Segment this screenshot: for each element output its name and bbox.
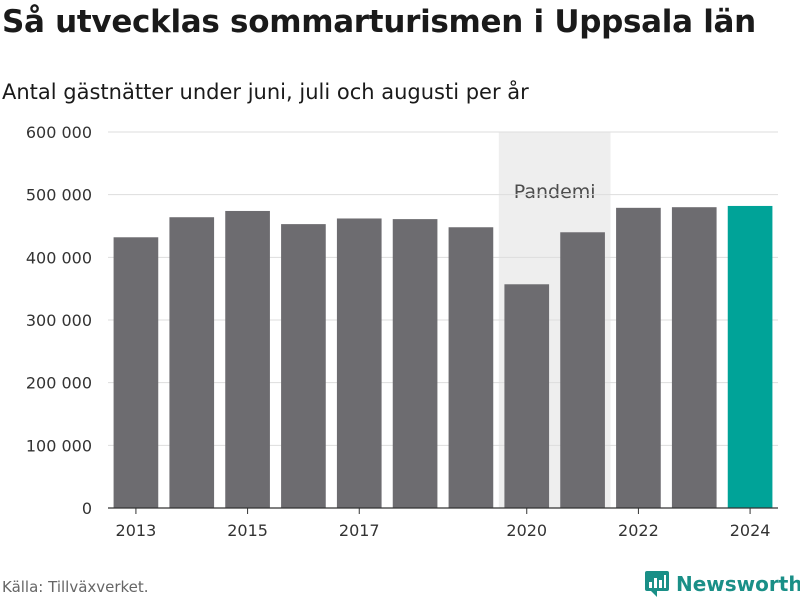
y-tick-label: 600 000: [26, 123, 92, 142]
newsworthy-logo-icon: [645, 571, 669, 597]
bar-2023: [671, 207, 717, 508]
axes: 0 100 000 200 000 300 000 400 000 500 000 600 …: [26, 123, 778, 540]
bar-2015: [225, 210, 270, 508]
x-tick-label: 2013: [116, 521, 157, 540]
y-tick-label: 500 000: [26, 186, 92, 205]
y-tick-label: 0: [82, 499, 92, 518]
gridlines: [108, 131, 778, 446]
source-note: Källa: Tillväxverket.: [2, 578, 149, 596]
x-tick-label: 2022: [618, 521, 659, 540]
bar-2024: [727, 205, 773, 509]
pandemic-label: Pandemi: [514, 181, 596, 203]
bar-2014: [169, 217, 215, 508]
brand-name: Newsworthy: [676, 572, 800, 596]
bar-2019: [448, 227, 494, 508]
x-tick-label: 2017: [339, 521, 380, 540]
x-tick-label: 2020: [506, 521, 547, 540]
bars: [113, 205, 773, 509]
bar-2018: [392, 219, 438, 508]
bar-2022: [616, 207, 661, 508]
bar-2016: [281, 224, 326, 508]
bar-2017: [336, 218, 382, 509]
bar-2021: [560, 232, 605, 508]
y-tick-label: 200 000: [26, 374, 92, 393]
bar-2020: [504, 284, 550, 508]
x-tick-label: 2015: [227, 521, 268, 540]
bar-2013: [113, 237, 159, 508]
y-tick-label: 300 000: [26, 311, 92, 330]
y-tick-label: 400 000: [26, 248, 92, 267]
y-tick-label: 100 000: [26, 436, 92, 455]
x-tick-label: 2024: [730, 521, 771, 540]
chart-title: Så utvecklas sommarturismen i Uppsala lä…: [2, 4, 756, 40]
brand-logo: Newsworthy: [644, 570, 800, 598]
chart-subtitle: Antal gästnätter under juni, juli och au…: [2, 80, 529, 104]
